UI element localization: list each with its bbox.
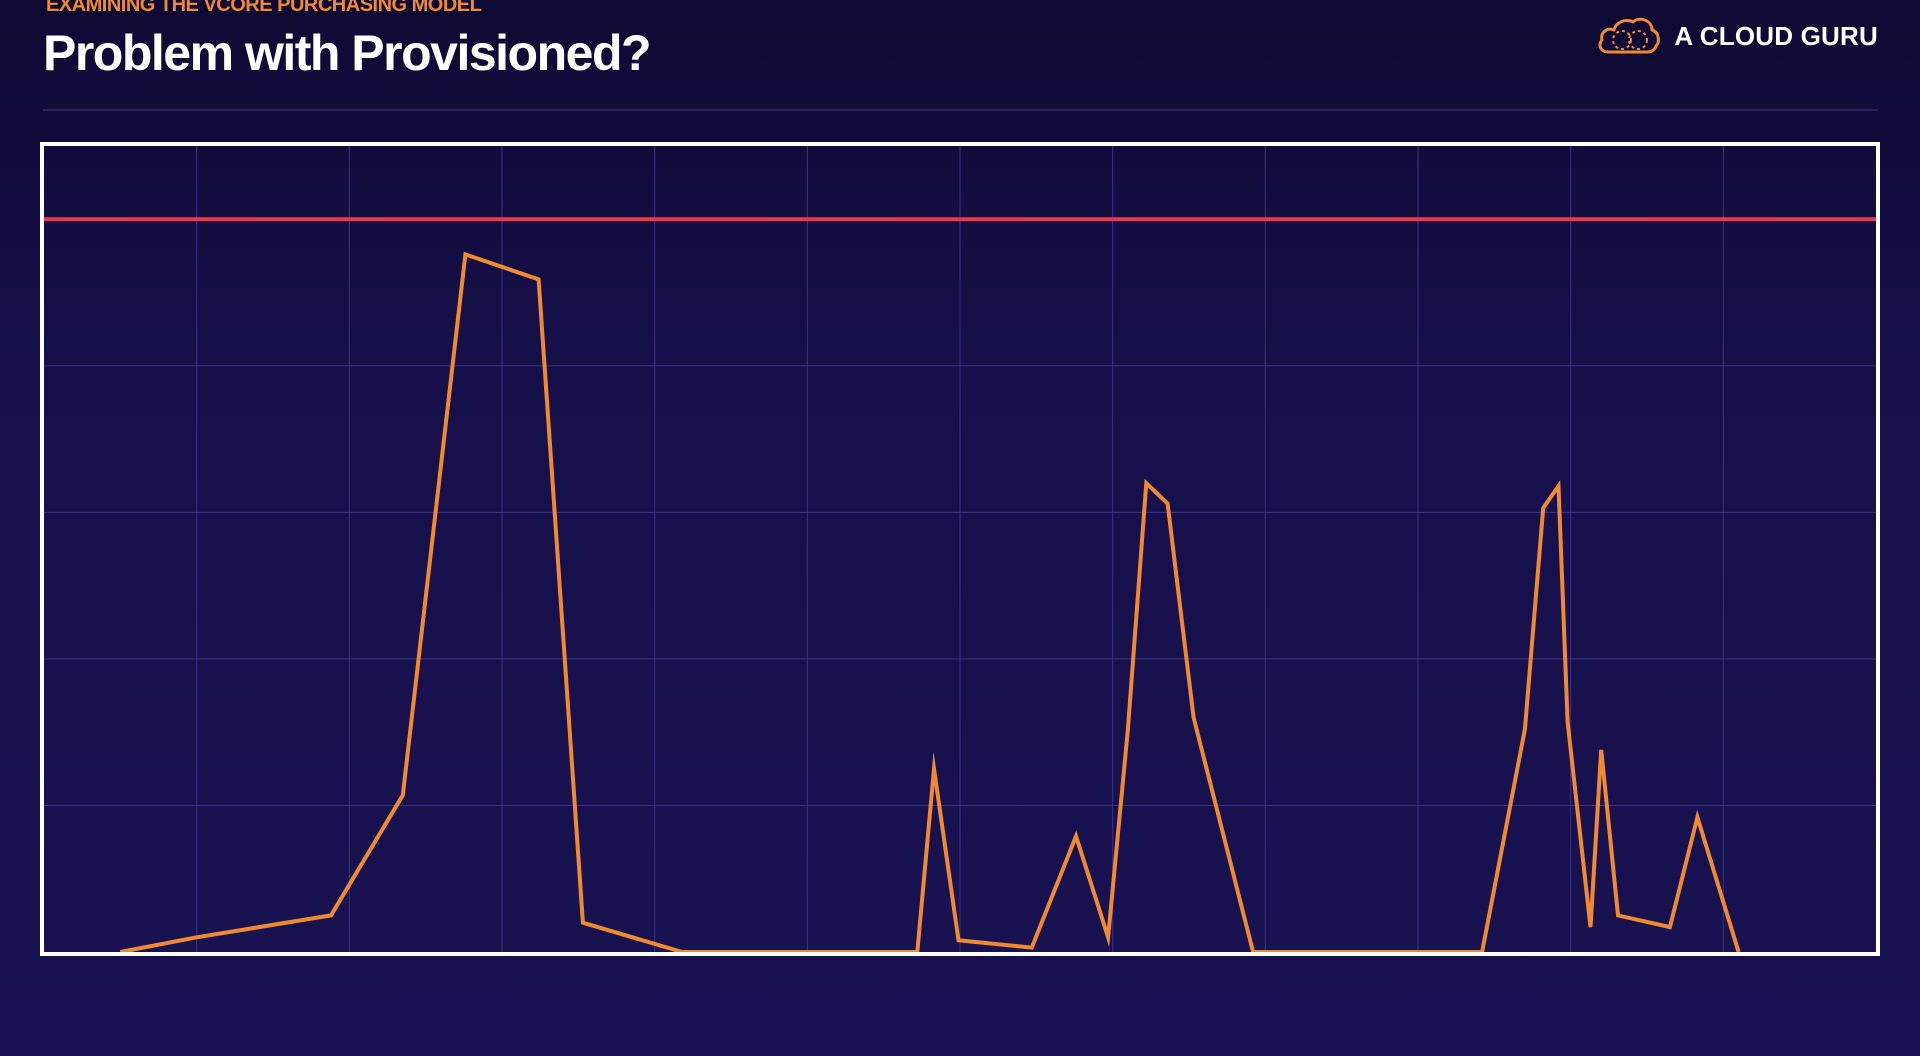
brand-lockup: A CLOUD GURU (1596, 12, 1878, 60)
section-eyebrow: EXAMINING THE VCORE PURCHASING MODEL (46, 0, 482, 16)
page-title: Problem with Provisioned? (43, 25, 652, 81)
brand-name: A CLOUD GURU (1674, 20, 1878, 51)
header-divider (43, 109, 1878, 111)
chart-marks (44, 217, 1876, 954)
usage-series-line (119, 251, 1741, 954)
usage-chart (40, 142, 1880, 956)
chart-frame (40, 142, 1880, 956)
cloud-logo-icon (1598, 17, 1661, 54)
chart-container (40, 141, 1880, 957)
chart-grid (44, 146, 1876, 952)
slide-header: EXAMINING THE VCORE PURCHASING MODEL Pro… (0, 0, 1920, 112)
